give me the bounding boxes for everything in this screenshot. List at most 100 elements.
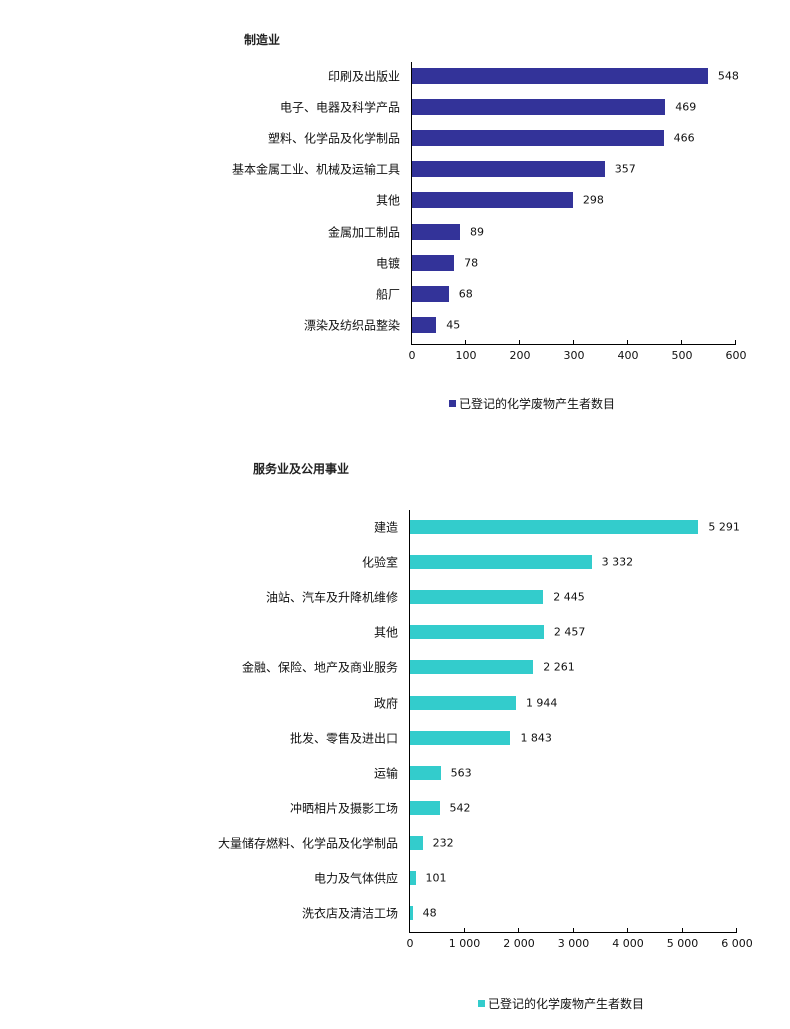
value-label: 542	[449, 801, 471, 815]
bar	[410, 520, 699, 534]
bar	[412, 316, 437, 333]
bar	[410, 871, 416, 885]
x-tick-label: 5 000	[666, 937, 699, 950]
value-label: 357	[614, 162, 636, 176]
category-label: 洗衣店及清洁工场	[301, 906, 398, 921]
x-tick-label: 3 000	[557, 937, 590, 950]
x-tick	[735, 340, 736, 345]
bar	[412, 161, 605, 178]
category-label: 大量储存燃料、化学品及化学制品	[217, 836, 398, 851]
x-tick-label: 6 000	[721, 937, 753, 950]
x-tick	[411, 340, 412, 345]
value-label: 2 457	[553, 625, 586, 639]
x-tick-label: 1 000	[448, 937, 481, 950]
x-tick	[627, 340, 628, 345]
legend-label: 已登记的化学废物产生者数目	[488, 997, 645, 1011]
category-label: 其他	[373, 625, 398, 640]
bar	[410, 835, 423, 850]
legend-label: 已登记的化学废物产生者数目	[459, 397, 616, 411]
y-axis-line	[411, 62, 412, 344]
x-tick	[464, 928, 465, 933]
category-label: 电力及气体供应	[313, 871, 398, 886]
category-label: 电子、电器及科学产品	[279, 100, 400, 115]
value-label: 563	[450, 766, 472, 780]
legend: 已登记的化学废物产生者数目	[449, 395, 615, 412]
category-label: 政府	[373, 696, 398, 710]
y-axis-line	[409, 510, 410, 932]
value-label: 466	[673, 131, 695, 145]
category-label: 油站、汽车及升降机维修	[265, 590, 398, 605]
value-label: 1 944	[525, 696, 558, 709]
x-tick	[573, 340, 574, 345]
bar	[410, 906, 413, 921]
category-label: 印刷及出版业	[327, 69, 400, 84]
value-label: 89	[470, 225, 485, 238]
value-label: 298	[582, 193, 604, 207]
value-label: 45	[446, 318, 461, 332]
bar	[412, 285, 449, 302]
x-tick-label: 600	[725, 349, 747, 362]
value-label: 232	[432, 836, 454, 850]
category-label: 批发、零售及进出口	[289, 731, 398, 746]
category-label: 冲晒相片及摄影工场	[289, 801, 398, 816]
value-label: 5 291	[708, 520, 740, 534]
x-tick-label: 200	[509, 349, 531, 362]
x-tick-label: 500	[671, 349, 693, 362]
value-label: 48	[422, 906, 437, 920]
value-label: 68	[458, 287, 473, 301]
x-tick	[519, 340, 520, 345]
bar	[410, 765, 441, 780]
bar	[412, 192, 573, 209]
x-tick	[627, 928, 628, 933]
bar	[412, 254, 455, 271]
x-tick-label: 0	[406, 937, 414, 950]
bar	[410, 800, 440, 815]
category-label: 漂染及纺织品整染	[303, 318, 400, 333]
x-tick-label: 100	[455, 349, 477, 362]
category-label: 船厂	[375, 287, 400, 302]
bar	[410, 660, 534, 675]
value-label: 78	[464, 256, 479, 270]
category-label: 建造	[373, 520, 398, 535]
legend: 已登记的化学废物产生者数目	[478, 995, 644, 1012]
x-tick	[681, 340, 682, 345]
x-tick	[573, 928, 574, 933]
x-tick-label: 4 000	[612, 937, 644, 950]
value-label: 2 261	[543, 660, 575, 674]
category-label: 化验室	[361, 555, 398, 570]
bar	[410, 730, 511, 745]
category-label: 其他	[375, 193, 400, 208]
x-tick	[682, 928, 683, 933]
bar	[410, 695, 516, 710]
category-label: 电镀	[375, 256, 400, 271]
category-label: 金融、保险、地产及商业服务	[241, 660, 398, 675]
bar	[412, 223, 461, 240]
x-tick-label: 2 000	[503, 937, 535, 950]
x-tick-label: 0	[408, 349, 416, 362]
legend-swatch-icon	[449, 400, 456, 407]
value-label: 3 332	[601, 555, 634, 569]
bar	[410, 590, 544, 605]
chart-title: 服务业及公用事业	[253, 462, 350, 476]
category-label: 塑料、化学品及化学制品	[267, 131, 400, 146]
bar	[410, 625, 544, 640]
category-label: 金属加工制品	[327, 225, 400, 239]
value-label: 469	[675, 100, 697, 114]
value-label: 1 843	[520, 731, 552, 745]
bar	[410, 555, 592, 570]
legend-swatch-icon	[478, 1000, 485, 1007]
x-tick	[465, 340, 466, 345]
category-label: 基本金属工业、机械及运输工具	[231, 162, 400, 177]
x-tick	[518, 928, 519, 933]
value-label: 2 445	[553, 590, 585, 604]
category-label: 运输	[373, 766, 398, 781]
bar	[412, 68, 708, 84]
bar	[412, 130, 664, 147]
value-label: 101	[425, 871, 447, 885]
x-tick-label: 400	[617, 349, 639, 362]
chart-title: 制造业	[244, 33, 281, 47]
bar	[412, 99, 666, 116]
x-tick-label: 300	[563, 349, 585, 362]
value-label: 548	[717, 69, 739, 83]
x-tick	[409, 928, 410, 933]
